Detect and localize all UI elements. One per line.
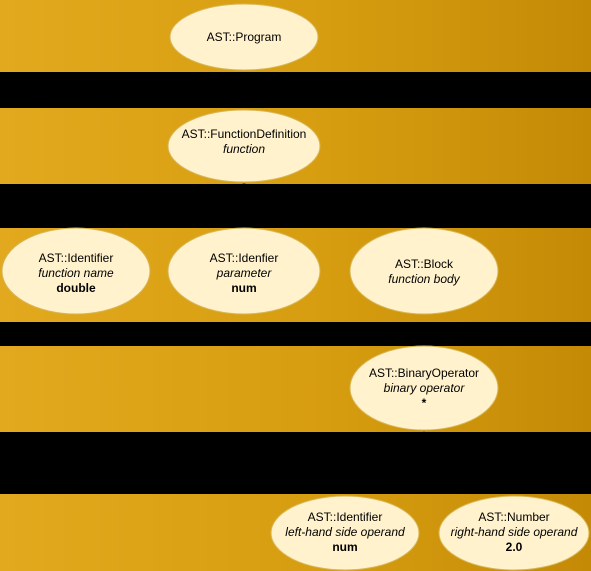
level-band-4 xyxy=(0,346,591,432)
edge-operator-lhs xyxy=(344,431,425,489)
node-block-type: AST::Block xyxy=(395,257,454,271)
node-identifier-parameter-role: parameter xyxy=(216,266,273,280)
node-function-definition-type: AST::FunctionDefinition xyxy=(182,127,307,141)
node-identifier-function-name-role: function name xyxy=(38,266,114,280)
node-identifier-parameter-value: num xyxy=(231,281,256,295)
node-block-role: function body xyxy=(388,272,460,286)
node-number-rhs-type: AST::Number xyxy=(478,510,549,524)
edge-function-identifier xyxy=(75,183,245,227)
node-number-rhs-role: right-hand side operand xyxy=(451,525,578,539)
node-function-definition-role: function xyxy=(223,142,265,156)
node-block: AST::Block function body xyxy=(349,227,499,315)
arrow-head xyxy=(341,486,349,494)
arrow-head xyxy=(420,340,428,348)
edge-function-block xyxy=(243,183,425,227)
node-function-definition: AST::FunctionDefinition function xyxy=(167,109,321,183)
node-number-rhs: AST::Number right-hand side operand 2.0 xyxy=(438,495,590,571)
arrow-head xyxy=(510,486,518,494)
node-binary-operator: AST::BinaryOperator binary operator * xyxy=(349,345,499,431)
node-identifier-function-name-value: double xyxy=(56,281,96,295)
edge-operator-rhs xyxy=(423,431,515,489)
node-program-type: AST::Program xyxy=(207,30,282,44)
node-number-rhs-value: 2.0 xyxy=(506,540,523,554)
arrow-head xyxy=(240,100,248,108)
node-identifier-parameter-type: AST::Idenfier xyxy=(210,251,279,265)
node-identifier-function-name: AST::Identifier function name double xyxy=(1,227,151,315)
node-identifier-function-name-type: AST::Identifier xyxy=(39,251,114,265)
node-identifier-lhs-type: AST::Identifier xyxy=(308,510,383,524)
node-identifier-lhs-role: left-hand side operand xyxy=(285,525,405,539)
node-identifier-lhs-value: num xyxy=(332,540,357,554)
node-identifier-lhs: AST::Identifier left-hand side operand n… xyxy=(270,495,420,571)
edges xyxy=(72,72,518,494)
node-identifier-parameter: AST::Idenfier parameter num xyxy=(167,227,321,315)
node-binary-operator-type: AST::BinaryOperator xyxy=(369,366,479,380)
node-binary-operator-value: * xyxy=(422,396,427,410)
node-binary-operator-role: binary operator xyxy=(384,381,466,395)
node-program: AST::Program xyxy=(169,3,319,71)
